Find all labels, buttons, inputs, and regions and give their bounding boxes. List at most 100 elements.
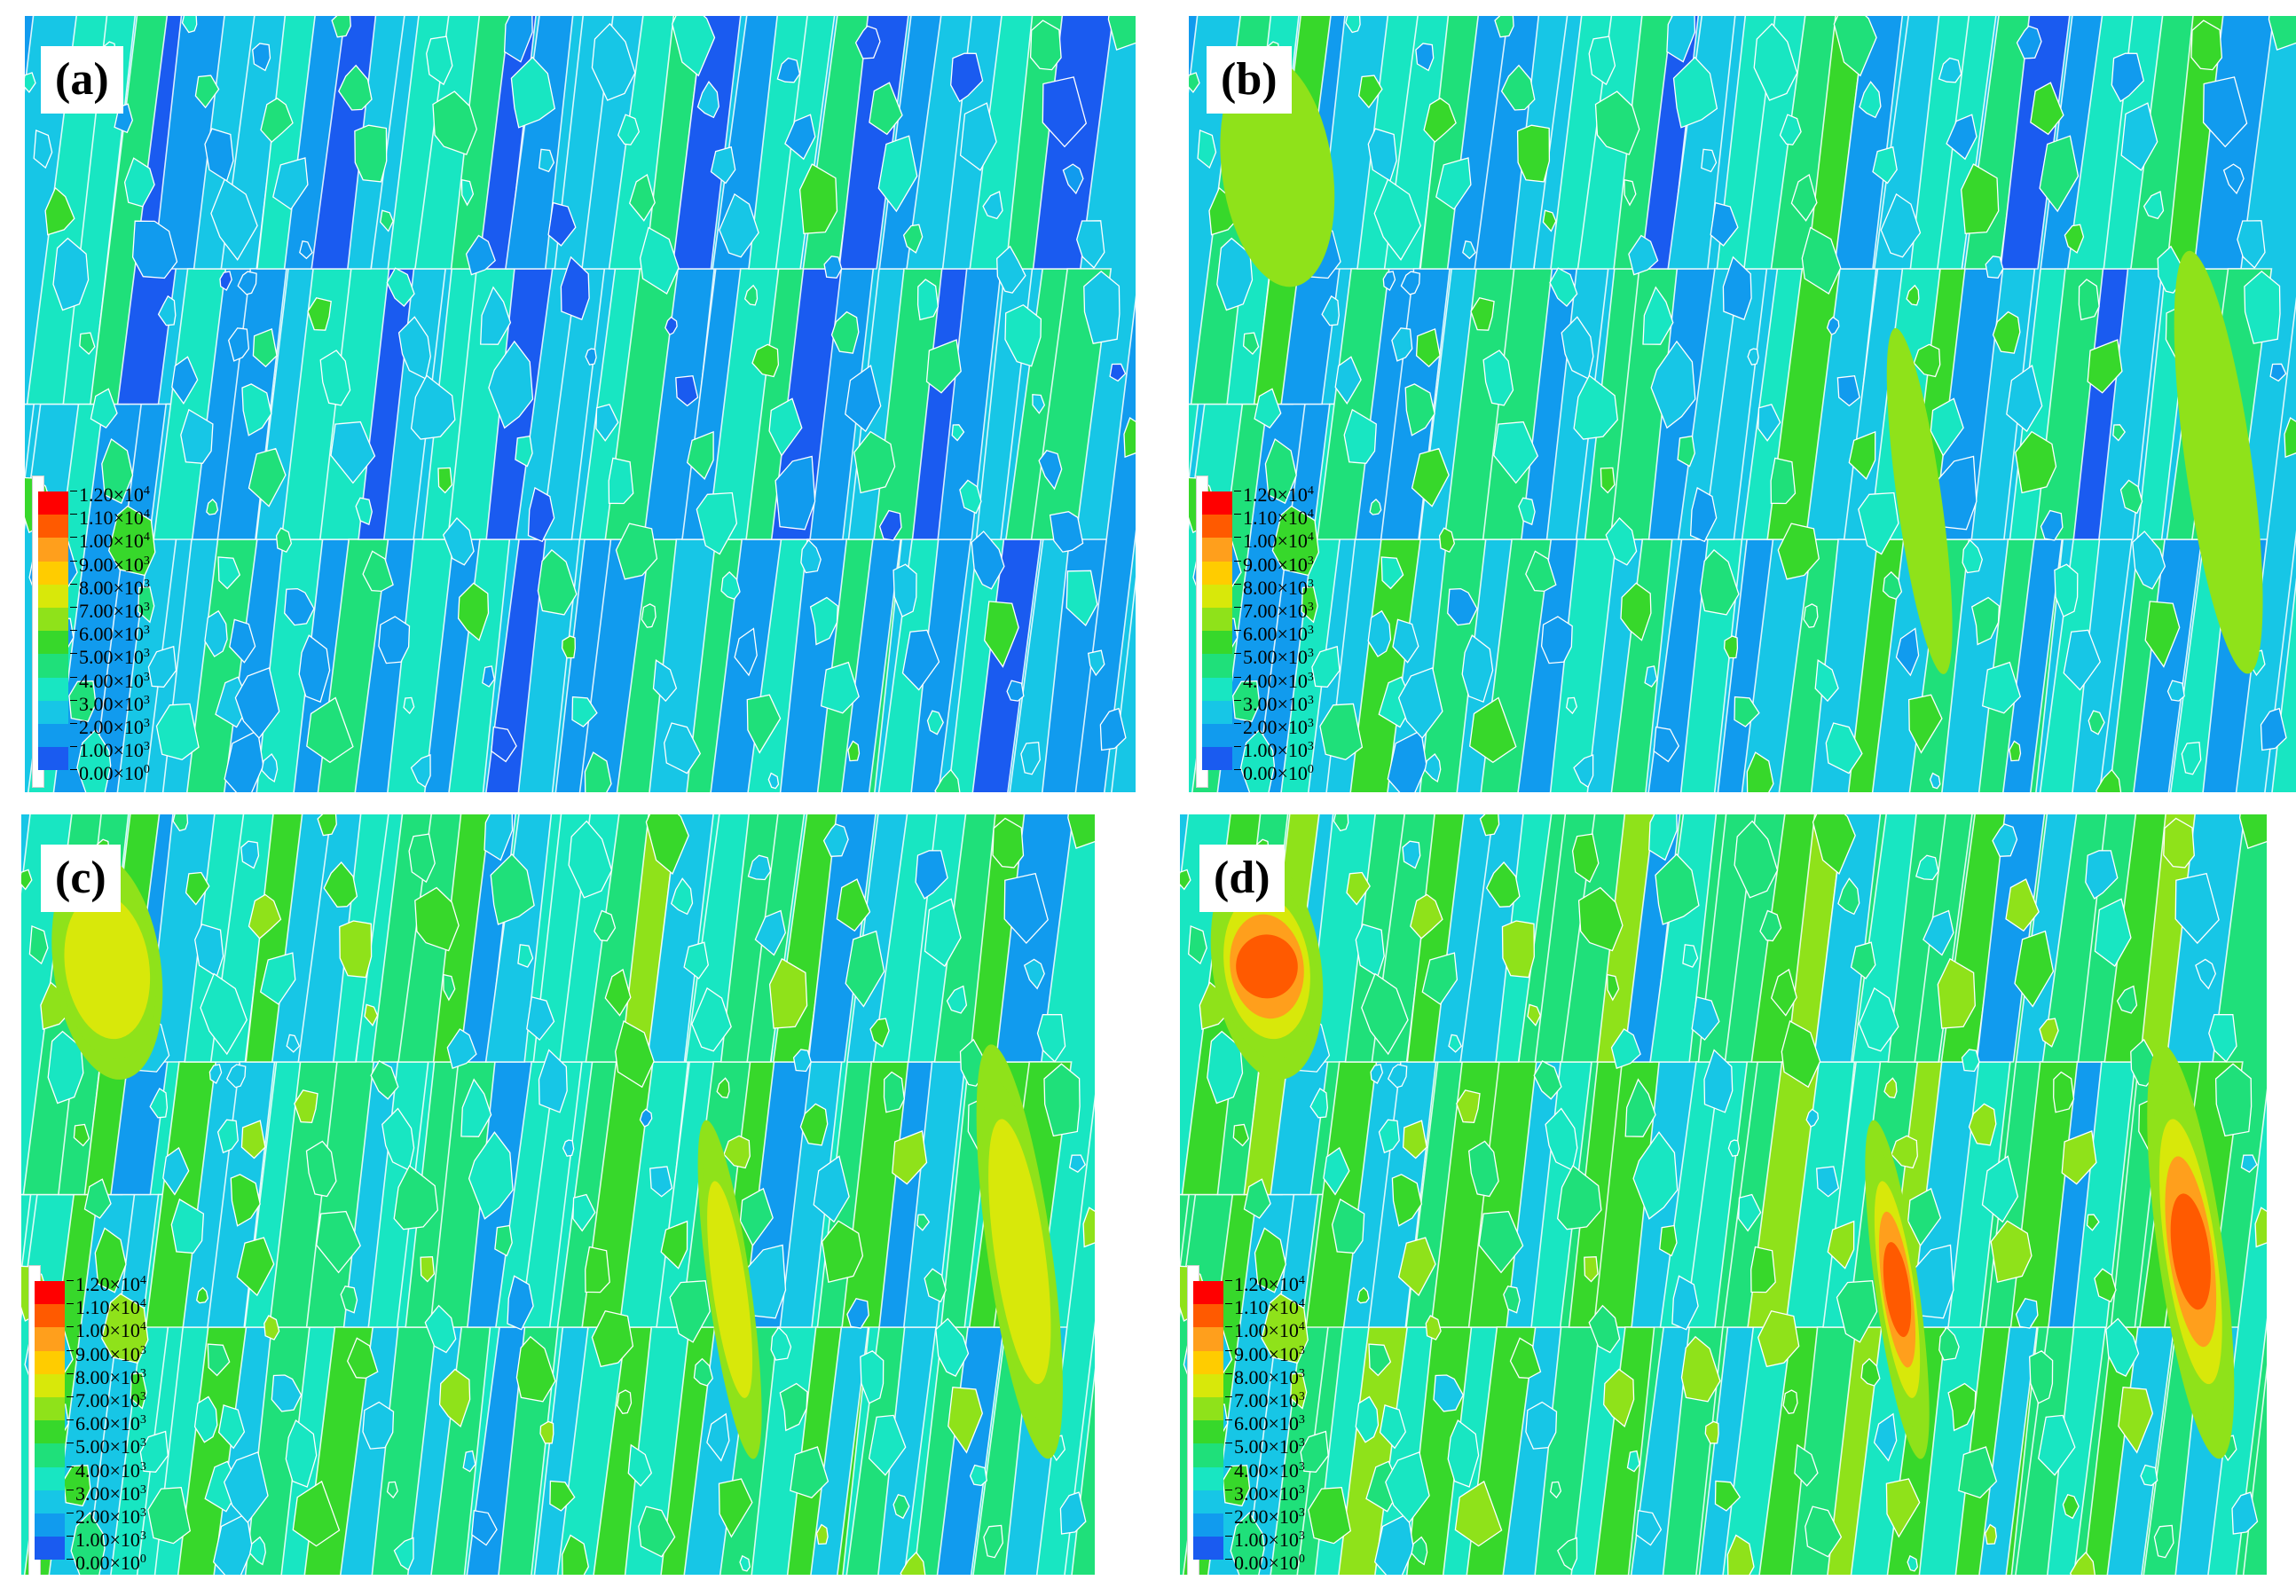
small-grain xyxy=(628,173,656,222)
small-grain xyxy=(1577,886,1624,952)
legend-label: 0.00×100 xyxy=(1243,762,1314,785)
small-grain xyxy=(1689,486,1718,543)
small-grain xyxy=(2195,958,2217,990)
legend-swatch xyxy=(38,677,68,701)
small-grain xyxy=(1331,1198,1365,1254)
small-grain xyxy=(44,186,75,236)
small-grain xyxy=(2143,191,2165,220)
small-grain xyxy=(1666,16,1696,63)
small-grain xyxy=(260,98,294,144)
small-grain xyxy=(971,531,1005,590)
legend-swatch xyxy=(1202,677,1232,701)
small-grain xyxy=(809,596,838,646)
small-grain xyxy=(1309,1088,1328,1119)
legend-label: 3.00×103 xyxy=(1234,1482,1305,1505)
small-grain xyxy=(2085,850,2119,900)
small-grain xyxy=(950,52,984,103)
small-grain xyxy=(2069,1551,2095,1575)
small-grain xyxy=(2118,1386,2154,1454)
small-grain xyxy=(641,603,657,628)
small-grain xyxy=(1833,16,1877,77)
small-grain xyxy=(1500,64,1536,111)
legend-swatch xyxy=(1202,723,1232,748)
small-grain xyxy=(1571,833,1600,884)
small-grain xyxy=(1527,1003,1542,1026)
legend-label: 9.00×103 xyxy=(1234,1342,1305,1365)
small-grain xyxy=(1123,417,1136,459)
small-grain xyxy=(1873,1412,1898,1462)
legend-swatch xyxy=(1193,1420,1223,1444)
small-grain xyxy=(1770,457,1797,505)
legend-swatch xyxy=(38,607,68,632)
legend-swatch xyxy=(38,538,68,562)
small-grain xyxy=(901,629,940,691)
small-grain xyxy=(584,751,612,792)
small-grain xyxy=(723,1135,751,1169)
small-grain xyxy=(271,1374,303,1412)
legend-tick xyxy=(70,759,79,782)
legend-swatch xyxy=(1193,1281,1223,1305)
legend-label: 8.00×103 xyxy=(75,1365,146,1388)
small-grain xyxy=(2054,563,2079,617)
small-grain xyxy=(494,1224,513,1257)
legend-swatch xyxy=(35,1513,65,1537)
small-grain xyxy=(1653,726,1680,763)
small-grain xyxy=(1438,527,1456,554)
small-grain xyxy=(2087,339,2123,394)
small-grain xyxy=(2094,898,2132,967)
small-grain xyxy=(902,224,924,254)
small-grain xyxy=(1503,1285,1521,1314)
small-grain xyxy=(1985,1523,1997,1545)
contour-map-c xyxy=(21,814,1095,1575)
small-grain xyxy=(138,586,155,624)
small-grain xyxy=(1355,1396,1380,1443)
small-grain xyxy=(2061,1129,2097,1185)
small-grain xyxy=(779,1382,808,1432)
small-grain xyxy=(1188,924,1207,965)
legend-label: 8.00×103 xyxy=(1243,576,1314,599)
small-grain xyxy=(1757,404,1781,442)
small-grain xyxy=(1726,1534,1755,1575)
small-grain xyxy=(1803,603,1819,628)
legend-label: 0.00×100 xyxy=(75,1552,146,1575)
contour-panel-c: (c) 1.20×104 1.10×104 1.00×104 9.00×103 8.00… xyxy=(21,814,1095,1575)
small-grain xyxy=(992,817,1025,869)
small-grain xyxy=(1367,609,1392,657)
small-grain xyxy=(292,1480,341,1547)
small-grain xyxy=(162,1146,190,1196)
small-grain xyxy=(1397,1237,1436,1297)
small-grain xyxy=(1425,1315,1442,1340)
small-grain xyxy=(305,1140,337,1198)
small-grain xyxy=(1261,1293,1309,1364)
small-grain xyxy=(33,129,53,169)
small-grain xyxy=(131,220,178,279)
small-grain xyxy=(720,570,741,601)
small-grain xyxy=(1533,1060,1562,1100)
small-grain xyxy=(2006,365,2043,433)
small-grain xyxy=(2016,25,2042,59)
grain-region xyxy=(2000,16,2071,270)
panel-label-c: (c) xyxy=(41,845,121,912)
small-grain xyxy=(1448,1034,1462,1053)
small-grain xyxy=(2153,1524,2174,1559)
legend-label: 7.00×103 xyxy=(1234,1388,1305,1411)
small-grain xyxy=(959,102,997,171)
small-grain xyxy=(1400,271,1420,295)
small-grain xyxy=(1680,1335,1721,1403)
small-grain xyxy=(2238,814,2267,849)
small-grain xyxy=(240,840,260,869)
legend-label: 9.00×103 xyxy=(79,553,150,576)
small-grain xyxy=(847,740,861,762)
small-grain xyxy=(1961,1049,1980,1073)
small-grain xyxy=(1380,556,1404,590)
legend-label: 7.00×103 xyxy=(75,1388,146,1411)
legend-swatch xyxy=(1193,1327,1223,1351)
small-grain xyxy=(443,973,456,1002)
small-grain xyxy=(900,1551,926,1575)
small-grain xyxy=(1801,226,1842,295)
small-grain xyxy=(799,1103,829,1146)
small-grain xyxy=(397,316,431,380)
small-grain xyxy=(672,16,716,77)
small-grain xyxy=(2086,1214,2100,1231)
small-grain xyxy=(719,193,759,258)
